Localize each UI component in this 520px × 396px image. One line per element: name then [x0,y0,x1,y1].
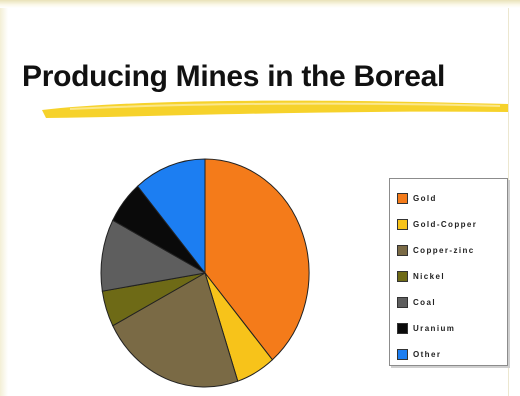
legend-swatch-copper-zinc [397,244,408,256]
pie-slice-coal [100,219,207,292]
swoosh-highlight [69,102,501,110]
legend-swatch-uranium [397,322,408,334]
legend-item-gold: Gold [397,191,507,205]
legend-item-nickel: Nickel [397,269,507,283]
legend-swatch-coal [397,296,408,308]
slide-left-border [0,8,8,396]
title-underline-swoosh [42,100,508,118]
slide-top-border [0,0,520,8]
pie-chart [100,158,310,388]
pie-slice-gold [204,158,310,361]
legend-label-gold-copper: Gold-Copper [413,219,478,229]
legend-label-nickel: Nickel [413,271,445,281]
legend-item-copper-zinc: Copper-zinc [397,243,507,257]
legend-swatch-nickel [397,270,408,282]
legend-swatch-gold [397,192,408,204]
legend-item-coal: Coal [397,295,507,309]
chart-legend: Gold Gold-Copper Copper-zinc Nickel Coal… [389,178,508,366]
pie-slice-other [136,158,206,275]
slide-title: Producing Mines in the Boreal [22,60,446,93]
slide-right-border [508,8,520,396]
legend-label-gold: Gold [413,193,437,203]
legend-item-gold-copper: Gold-Copper [397,217,507,231]
legend-label-coal: Coal [413,297,436,307]
legend-label-other: Other [413,349,442,359]
legend-label-uranium: Uranium [413,323,456,333]
legend-item-other: Other [397,347,507,361]
legend-swatch-gold-copper [397,218,408,230]
legend-label-copper-zinc: Copper-zinc [413,245,475,255]
legend-item-uranium: Uranium [397,321,507,335]
legend-swatch-other [397,348,408,360]
pie-slice-copper-zinc [112,272,239,388]
